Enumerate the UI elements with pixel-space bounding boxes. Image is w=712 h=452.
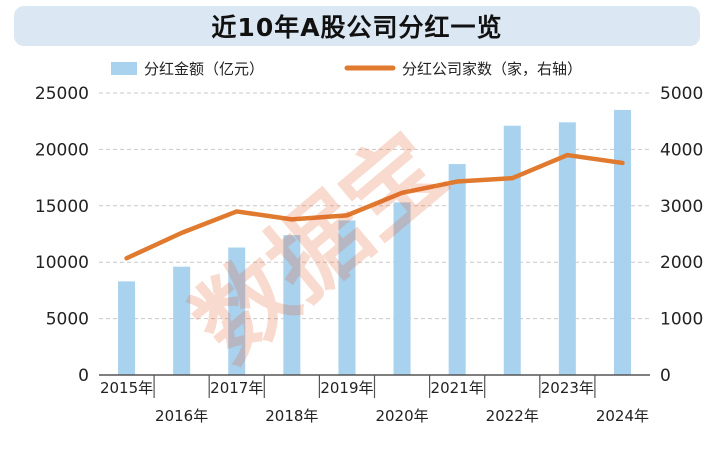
title-banner: 近10年A股公司分红一览 bbox=[14, 6, 700, 46]
bar bbox=[118, 281, 136, 375]
bar bbox=[503, 125, 521, 375]
x-tick-label: 2024年 bbox=[596, 407, 649, 425]
bar-series bbox=[118, 109, 631, 376]
right-tick-label: 5000 bbox=[660, 84, 703, 104]
left-tick-label: 10000 bbox=[35, 253, 89, 273]
legend: 分红金额（亿元） 分红公司家数（家，右轴） bbox=[111, 60, 582, 78]
bar bbox=[173, 266, 191, 375]
x-tick-label: 2017年 bbox=[210, 379, 263, 397]
x-tick-label: 2016年 bbox=[155, 407, 208, 425]
x-tick-label: 2019年 bbox=[320, 379, 373, 397]
left-tick-label: 15000 bbox=[35, 197, 89, 217]
bar bbox=[558, 122, 576, 375]
x-tick-label: 2015年 bbox=[100, 379, 153, 397]
watermark-text: 数据宝 bbox=[173, 112, 466, 383]
bar bbox=[448, 164, 466, 375]
x-tick-label: 2023年 bbox=[541, 379, 594, 397]
x-tick-label: 2020年 bbox=[375, 407, 428, 425]
right-tick-label: 4000 bbox=[660, 140, 703, 160]
legend-label-line: 分红公司家数（家，右轴） bbox=[402, 60, 582, 78]
x-tick-label: 2018年 bbox=[265, 407, 318, 425]
legend-label-bar: 分红金额（亿元） bbox=[144, 60, 264, 78]
chart-title: 近10年A股公司分红一览 bbox=[211, 13, 503, 42]
right-tick-label: 3000 bbox=[660, 197, 703, 217]
x-tick-label: 2022年 bbox=[486, 407, 539, 425]
left-y-axis: 0 5000 10000 15000 20000 25000 bbox=[35, 84, 89, 386]
right-tick-label: 1000 bbox=[660, 310, 703, 330]
left-tick-label: 20000 bbox=[35, 140, 89, 160]
legend-swatch-bar bbox=[111, 62, 137, 75]
x-tick-label: 2021年 bbox=[431, 379, 484, 397]
bar bbox=[393, 202, 411, 375]
bar bbox=[613, 109, 631, 376]
left-tick-label: 0 bbox=[78, 366, 89, 386]
bar bbox=[338, 220, 356, 375]
bar bbox=[283, 235, 301, 375]
watermark: 数据宝 bbox=[173, 112, 466, 383]
line-series bbox=[124, 152, 625, 261]
right-tick-label: 2000 bbox=[660, 253, 703, 273]
series-line bbox=[124, 152, 625, 261]
left-tick-label: 5000 bbox=[46, 310, 89, 330]
right-tick-label: 0 bbox=[660, 366, 671, 386]
right-y-axis: 0 1000 2000 3000 4000 5000 bbox=[660, 84, 703, 386]
bar bbox=[228, 247, 246, 375]
x-axis bbox=[99, 374, 650, 398]
left-tick-label: 25000 bbox=[35, 84, 89, 104]
x-tick-labels: 2015年2016年2017年2018年2019年2020年2021年2022年… bbox=[100, 379, 649, 425]
